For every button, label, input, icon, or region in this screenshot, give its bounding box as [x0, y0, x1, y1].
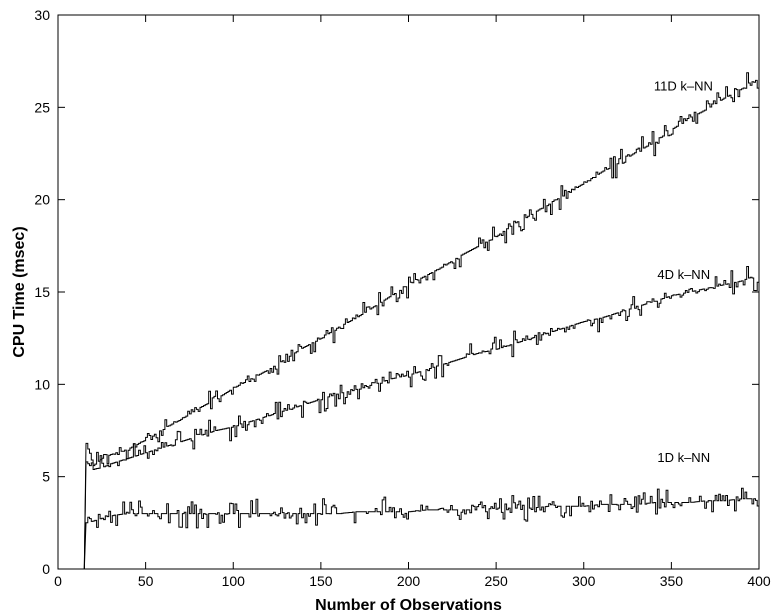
- x-tick-label: 400: [747, 573, 771, 589]
- x-axis-title: Number of Observations: [315, 597, 502, 614]
- series-line-2: [83, 266, 760, 570]
- y-tick-label: 20: [34, 192, 50, 208]
- x-tick-label: 300: [572, 573, 596, 589]
- ticks-layer: 0 50 100 150 200 250 300 350 400 0 5 10 15 20 25 30: [34, 7, 770, 589]
- series-label-2: 4D k–NN: [657, 267, 710, 282]
- y-tick-label: 10: [34, 376, 50, 392]
- labels-layer: 11D k–NN 4D k–NN 1D k–NN: [654, 79, 713, 465]
- y-tick-label: 5: [42, 469, 50, 485]
- series-label-3: 1D k–NN: [657, 450, 710, 465]
- series-label-1: 11D k–NN: [654, 79, 713, 94]
- x-tick-label: 0: [54, 573, 62, 589]
- x-tick-label: 100: [222, 573, 246, 589]
- series-line-1: [83, 72, 760, 570]
- series-layer: [83, 72, 760, 570]
- y-tick-label: 15: [34, 284, 50, 300]
- y-tick-label: 30: [34, 7, 50, 23]
- x-tick-label: 200: [397, 573, 421, 589]
- x-tick-label: 350: [660, 573, 684, 589]
- x-tick-label: 150: [309, 573, 333, 589]
- y-axis-title: CPU Time (msec): [11, 226, 28, 357]
- series-line-3: [83, 487, 760, 570]
- x-tick-label: 250: [484, 573, 508, 589]
- y-tick-label: 0: [42, 561, 50, 577]
- y-tick-label: 25: [34, 99, 50, 115]
- x-tick-label: 50: [138, 573, 154, 589]
